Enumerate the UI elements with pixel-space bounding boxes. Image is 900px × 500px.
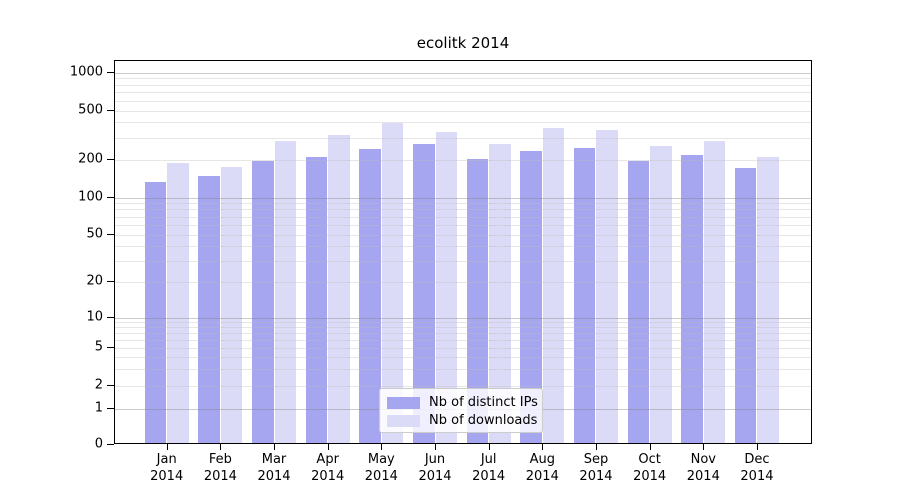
gridline-400 <box>115 122 811 124</box>
ytick-mark-10 <box>107 316 114 318</box>
bar-ips-may <box>359 149 381 443</box>
gridline-800 <box>115 84 811 86</box>
xtick-label-apr: Apr 2014 <box>311 452 345 484</box>
ytick-mark-100 <box>107 196 114 198</box>
chart-title: ecolitk 2014 <box>416 34 510 52</box>
xtick-label-sep: Sep 2014 <box>579 452 613 484</box>
xtick-label-feb: Feb 2014 <box>203 452 237 484</box>
bar-ips-feb <box>198 175 220 443</box>
bar-downloads-jun <box>435 131 457 443</box>
ytick-label-200: 200 <box>78 151 103 167</box>
ytick-label-5: 5 <box>94 339 103 355</box>
gridline-1000 <box>115 72 811 74</box>
xtick-label-jul: Jul 2014 <box>472 452 506 484</box>
legend-row-downloads: Nb of downloads <box>387 412 538 430</box>
bar-downloads-feb <box>220 166 243 443</box>
xtick-label-oct: Oct 2014 <box>633 452 667 484</box>
xtick-mark-apr <box>327 444 329 450</box>
gridline-600 <box>115 100 811 102</box>
bar-downloads-sep <box>596 129 618 443</box>
ytick-mark-500 <box>107 109 114 111</box>
legend: Nb of distinct IPs Nb of downloads <box>379 388 543 433</box>
bar-ips-jan <box>144 181 167 443</box>
bar-downloads-nov <box>703 140 726 443</box>
bar-downloads-mar <box>274 141 297 443</box>
xtick-label-dec: Dec 2014 <box>740 452 774 484</box>
legend-swatch-downloads <box>387 415 420 427</box>
ytick-mark-200 <box>107 158 114 160</box>
xtick-label-may: May 2014 <box>364 452 398 484</box>
bar-ips-jul <box>466 159 489 443</box>
ytick-mark-2 <box>107 384 114 386</box>
ytick-mark-50 <box>107 233 114 235</box>
bar-downloads-may <box>381 122 404 443</box>
ytick-label-1000: 1000 <box>69 64 103 80</box>
xtick-mark-dec <box>756 444 758 450</box>
xtick-mark-sep <box>595 444 597 450</box>
bar-ips-jun <box>413 144 435 443</box>
ytick-label-100: 100 <box>78 189 103 205</box>
ytick-label-0: 0 <box>94 436 103 452</box>
ytick-mark-5 <box>107 346 114 348</box>
xtick-mark-aug <box>542 444 544 450</box>
bar-downloads-dec <box>757 156 779 443</box>
ytick-label-10: 10 <box>86 309 103 325</box>
ytick-label-2: 2 <box>94 377 103 393</box>
bar-downloads-oct <box>650 146 672 443</box>
bar-ips-aug <box>520 151 542 443</box>
xtick-label-aug: Aug 2014 <box>525 452 559 484</box>
bar-ips-sep <box>573 148 596 443</box>
ytick-label-500: 500 <box>78 102 103 118</box>
bar-ips-dec <box>734 167 757 443</box>
xtick-mark-may <box>381 444 383 450</box>
legend-label-distinct-ips: Nb of distinct IPs <box>429 395 538 410</box>
ytick-label-1: 1 <box>94 400 103 416</box>
plot-area <box>114 60 812 444</box>
ytick-label-20: 20 <box>86 273 103 289</box>
xtick-mark-mar <box>274 444 276 450</box>
ytick-mark-1 <box>107 407 114 409</box>
xtick-mark-feb <box>220 444 222 450</box>
bar-downloads-jan <box>167 163 189 443</box>
gridline-900 <box>115 78 811 80</box>
bar-ips-oct <box>627 160 650 443</box>
bar-ips-nov <box>681 154 703 443</box>
ytick-mark-1000 <box>107 71 114 73</box>
xtick-mark-jul <box>488 444 490 450</box>
xtick-label-mar: Mar 2014 <box>257 452 291 484</box>
ytick-label-50: 50 <box>86 226 103 242</box>
ytick-mark-0 <box>107 443 114 445</box>
xtick-label-jan: Jan 2014 <box>150 452 184 484</box>
bar-downloads-jul <box>489 143 511 443</box>
xtick-label-nov: Nov 2014 <box>686 452 720 484</box>
bar-downloads-apr <box>328 134 350 443</box>
ytick-mark-20 <box>107 280 114 282</box>
xtick-mark-jan <box>166 444 168 450</box>
gridline-700 <box>115 92 811 94</box>
bar-ips-apr <box>305 157 328 443</box>
gridline-300 <box>115 137 811 139</box>
gridline-500 <box>115 110 811 112</box>
xtick-mark-oct <box>649 444 651 450</box>
bar-ips-mar <box>252 160 274 443</box>
bar-downloads-aug <box>542 128 565 443</box>
legend-label-downloads: Nb of downloads <box>429 413 538 428</box>
xtick-mark-nov <box>703 444 705 450</box>
xtick-mark-jun <box>435 444 436 450</box>
xtick-label-jun: Jun 2014 <box>418 452 452 484</box>
legend-swatch-distinct-ips <box>387 397 420 409</box>
legend-row-distinct-ips: Nb of distinct IPs <box>387 394 538 412</box>
